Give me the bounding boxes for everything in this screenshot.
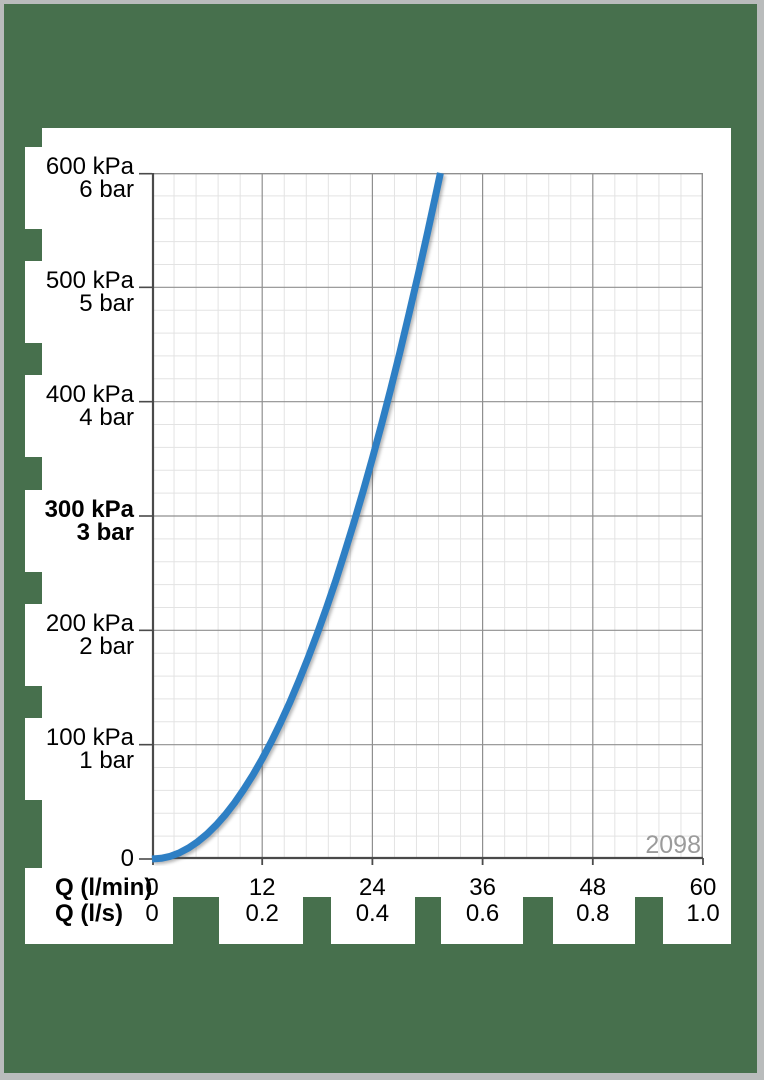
y-axis-zero-label: 0 (120, 845, 134, 872)
left-step-block (25, 375, 43, 458)
x-tick-ls-0.6: 0.6 (465, 900, 500, 927)
bottom-step-block (219, 897, 303, 944)
x-tick-lmin-12: 12 (248, 874, 276, 901)
diagram-number-watermark: 2098 (645, 831, 701, 859)
x-tick-lmin-0: 0 (145, 874, 159, 901)
x-tick-ls-0.2: 0.2 (245, 900, 279, 927)
x-tick-ls-1.0: 1.0 (686, 900, 720, 927)
x-tick-ls-0.8: 0.8 (576, 900, 610, 927)
left-step-block (25, 146, 43, 229)
bottom-step-block (663, 897, 731, 944)
x-tick-lmin-60: 60 (689, 874, 717, 901)
x-tick-ls-0: 0 (145, 900, 159, 927)
left-step-block (25, 260, 43, 343)
y-axis-label-600: 600 kPa 6 bar (45, 152, 134, 203)
left-step-block (25, 489, 43, 572)
pressure-drop-curve (151, 171, 444, 862)
plot-area (139, 171, 704, 865)
x-axis-unit-ls: Q (l/s) (55, 900, 124, 927)
left-step-block (25, 718, 43, 801)
bottom-step-block (441, 897, 523, 944)
bottom-step-block (553, 897, 635, 944)
x-axis-unit-lmin: Q (l/min) (55, 874, 153, 901)
x-tick-lmin-24: 24 (359, 874, 386, 901)
bottom-step-block (331, 897, 415, 944)
y-axis-label-100: 100 kPa 1 bar (45, 724, 134, 775)
left-step-block (25, 603, 43, 686)
y-axis-label-300: 300 kPa 3 bar (44, 495, 134, 546)
x-axis-label-strip (25, 868, 731, 897)
x-tick-lmin-36: 36 (469, 874, 496, 901)
bottom-step-block (25, 897, 173, 944)
y-axis-label-200: 200 kPa 2 bar (45, 609, 134, 660)
x-tick-lmin-48: 48 (579, 874, 607, 901)
y-axis-label-400: 400 kPa 4 bar (45, 381, 134, 432)
y-axis-label-500: 500 kPa 5 bar (45, 266, 134, 317)
x-tick-ls-0.4: 0.4 (355, 900, 390, 927)
